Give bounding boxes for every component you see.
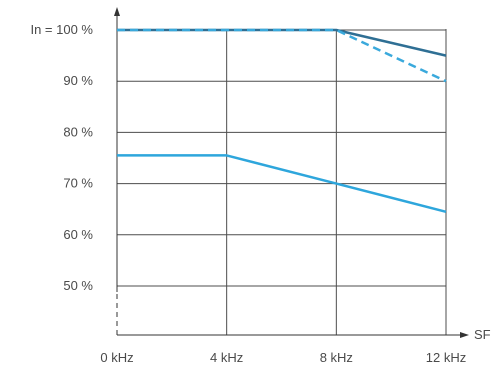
x-tick-label: 4 kHz <box>210 350 243 365</box>
series-line-2 <box>117 28 447 83</box>
series-line-3 <box>117 154 447 214</box>
y-tick-label: 70 % <box>63 176 93 191</box>
x-tick-label: 8 kHz <box>320 350 353 365</box>
tick-labels: In = 100 % 90 % 80 % 70 % 60 % 50 % 0 kHz 4 kHz… <box>30 22 490 365</box>
y-tick-label: 80 % <box>63 124 93 139</box>
series-line-1 <box>117 28 447 57</box>
x-tick-label: 12 kHz <box>426 350 466 365</box>
x-axis-arrow <box>460 332 469 338</box>
y-tick-label: 90 % <box>63 73 93 88</box>
grid <box>117 29 447 335</box>
axes <box>114 7 469 338</box>
y-tick-label: 50 % <box>63 278 93 293</box>
y-tick-label: In = 100 % <box>30 22 93 37</box>
y-tick-label: 60 % <box>63 227 93 242</box>
y-axis-arrow <box>114 7 120 16</box>
x-tick-label: 0 kHz <box>100 350 133 365</box>
x-axis-label: SF <box>474 327 491 342</box>
series-group <box>117 28 447 214</box>
